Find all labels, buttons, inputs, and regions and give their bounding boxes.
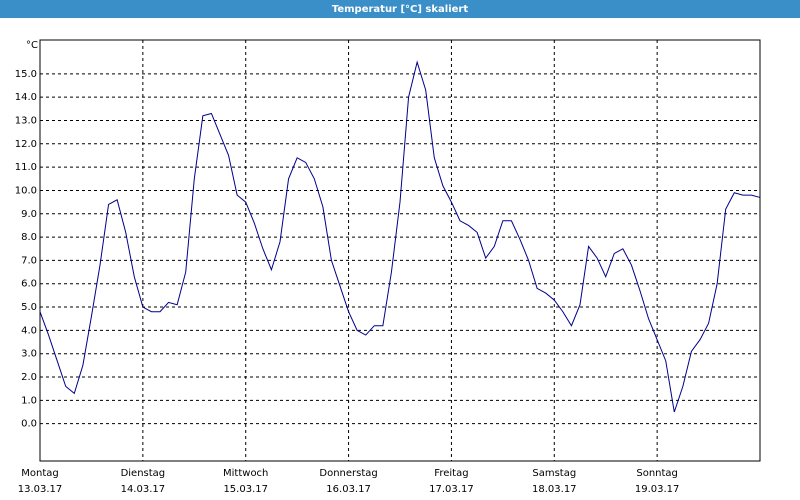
y-tick-label: 3.0 <box>21 349 37 360</box>
x-tick-date: 13.03.17 <box>18 484 63 495</box>
x-tick-label: Donnerstag <box>319 468 377 479</box>
x-tick-label: Samstag <box>532 468 576 479</box>
y-tick-label: 15.0 <box>15 69 37 80</box>
plot-frame <box>39 39 761 462</box>
y-tick-label: 8.0 <box>21 232 37 243</box>
y-tick-label: 5.0 <box>21 302 37 313</box>
y-tick-label: 11.0 <box>15 162 37 173</box>
data-line <box>39 60 761 413</box>
y-tick-label: 1.0 <box>21 395 37 406</box>
x-tick-date: 14.03.17 <box>121 484 166 495</box>
x-tick-date: 15.03.17 <box>223 484 268 495</box>
y-tick-label: 10.0 <box>15 185 37 196</box>
y-tick-label: 0.0 <box>21 419 37 430</box>
x-tick-date: 18.03.17 <box>532 484 577 495</box>
y-tick-label: 9.0 <box>21 209 37 220</box>
y-tick-label: 12.0 <box>15 139 37 150</box>
y-tick-label: 7.0 <box>21 255 37 266</box>
y-tick-label: 4.0 <box>21 325 37 336</box>
x-tick-label: Mittwoch <box>223 468 268 479</box>
y-tick-label: 13.0 <box>15 115 37 126</box>
chart-title: Temperatur [°C] skaliert <box>332 4 469 15</box>
x-tick-date: 16.03.17 <box>326 484 371 495</box>
y-axis-label: °C <box>26 40 38 51</box>
y-tick-label: 14.0 <box>15 92 37 103</box>
x-tick-label: Sonntag <box>636 468 678 479</box>
title-bar <box>0 0 800 18</box>
x-tick-label: Dienstag <box>121 468 166 479</box>
y-tick-label: 2.0 <box>21 372 37 383</box>
x-tick-date: 19.03.17 <box>635 484 680 495</box>
x-tick-label: Freitag <box>434 468 468 479</box>
x-tick-date: 17.03.17 <box>429 484 474 495</box>
y-tick-label: 6.0 <box>21 279 37 290</box>
x-tick-label: Montag <box>21 468 58 479</box>
